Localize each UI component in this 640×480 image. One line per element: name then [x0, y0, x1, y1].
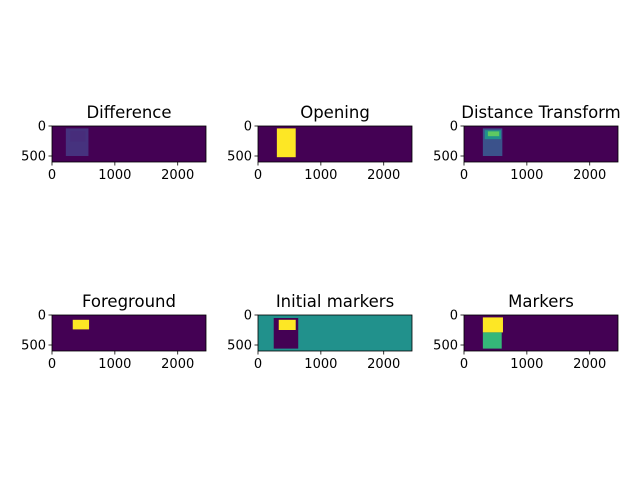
region-object-core [70, 130, 86, 142]
y-tick-label: 0 [450, 309, 458, 324]
y-tick-label: 500 [227, 339, 252, 354]
region-opened-object [276, 128, 296, 158]
x-tick-label: 2000 [573, 168, 606, 183]
x-tick-label: 0 [48, 168, 56, 183]
y-tick-label: 500 [433, 339, 458, 354]
axes-frame [463, 314, 619, 352]
x-tick-label: 2000 [161, 168, 194, 183]
x-tick-label: 0 [460, 168, 468, 183]
x-tick-label: 1000 [98, 168, 131, 183]
y-tick-label: 0 [244, 309, 252, 324]
panel-title: Initial markers [276, 292, 394, 311]
region-segment-bottom [482, 332, 502, 349]
region-marker-foreground [278, 319, 296, 330]
x-tick-label: 0 [460, 357, 468, 372]
x-tick-label: 2000 [367, 357, 400, 372]
x-tick-label: 1000 [510, 168, 543, 183]
x-tick-label: 2000 [573, 357, 606, 372]
axes-frame [257, 314, 413, 352]
y-tick-label: 500 [21, 150, 46, 165]
x-tick-label: 0 [254, 168, 262, 183]
panel-title: Difference [86, 103, 171, 122]
x-tick-label: 1000 [304, 168, 337, 183]
panel-title: Opening [300, 103, 370, 122]
y-tick-label: 500 [433, 150, 458, 165]
x-tick-label: 1000 [510, 357, 543, 372]
y-tick-label: 0 [38, 309, 46, 324]
panel-title: Markers [508, 292, 574, 311]
axes-frame [257, 125, 413, 163]
x-tick-label: 0 [254, 357, 262, 372]
x-tick-label: 2000 [161, 357, 194, 372]
y-tick-label: 500 [227, 150, 252, 165]
x-tick-label: 1000 [98, 357, 131, 372]
panel-title: Foreground [82, 292, 176, 311]
x-tick-label: 2000 [367, 168, 400, 183]
region-sure-foreground [72, 319, 90, 330]
y-tick-label: 0 [450, 120, 458, 135]
panel-title: Distance Transform [461, 103, 620, 122]
axes-frame [51, 314, 207, 352]
region-dt-peak [487, 131, 500, 137]
y-tick-label: 500 [21, 339, 46, 354]
x-tick-label: 0 [48, 357, 56, 372]
region-segment-top [482, 317, 503, 333]
axes-frame [51, 125, 207, 163]
y-tick-label: 0 [38, 120, 46, 135]
axes-frame [463, 125, 619, 163]
y-tick-label: 0 [244, 120, 252, 135]
x-tick-label: 1000 [304, 357, 337, 372]
